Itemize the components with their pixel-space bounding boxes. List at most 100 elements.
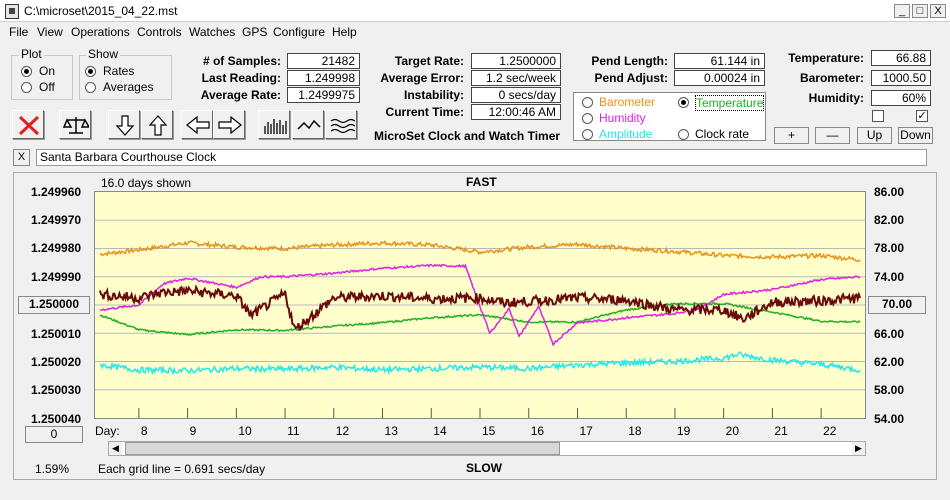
menu-operations[interactable]: Operations (71, 25, 130, 39)
right-checkbox[interactable]: ✓ (916, 110, 928, 122)
menu-bar: File View Operations Controls Watches GP… (0, 23, 950, 42)
y-left-tick: 1.249970 (31, 213, 82, 227)
humidity-radio[interactable] (582, 113, 593, 124)
x-tick-label: 13 (384, 424, 398, 438)
plus-button[interactable]: + (774, 127, 809, 144)
arrow-right-icon (218, 115, 242, 135)
minus-button[interactable]: — (815, 127, 850, 144)
move-down-button[interactable] (108, 110, 140, 139)
horizontal-scrollbar[interactable]: ◀ ▶ (108, 441, 866, 456)
left-checkbox[interactable] (872, 110, 884, 122)
line-view-button[interactable] (292, 110, 324, 139)
show-rates-label: Rates (103, 64, 135, 78)
x-tick-label: 21 (774, 424, 788, 438)
bar-view-button[interactable] (258, 110, 290, 139)
y-right-tick: 74.00 (874, 270, 905, 284)
temperature-label: Temperature (695, 95, 765, 111)
down-button[interactable]: Down (898, 127, 933, 144)
amplitude-radio[interactable] (582, 129, 593, 140)
app-icon (5, 4, 19, 19)
humidity-field-value: 60% (871, 90, 931, 106)
humidity-label: Humidity (599, 111, 646, 125)
instability-value: 0 secs/day (471, 87, 561, 103)
window-title: C:\microset\2015_04_22.mst (24, 4, 178, 18)
arrow-left-icon (186, 115, 210, 135)
chart-canvas (95, 219, 865, 418)
comment-input[interactable]: Santa Barbara Courthouse Clock (36, 149, 927, 166)
menu-watches[interactable]: Watches (189, 25, 236, 39)
menu-gps[interactable]: GPS (242, 25, 268, 39)
pend-adjust-label: Pend Adjust: (594, 71, 668, 85)
y-left-tick: 1.250020 (31, 355, 82, 369)
show-group (79, 55, 172, 100)
pend-adjust-value: 0.00024 in (674, 70, 765, 86)
clock-rate-radio[interactable] (678, 129, 689, 140)
smooth-view-button[interactable] (325, 110, 357, 139)
plot-panel (13, 172, 937, 480)
current-time-label: Current Time: (385, 105, 464, 119)
x-tick-label: 8 (140, 424, 148, 438)
target-rate-label: Target Rate: (394, 54, 464, 68)
y-left-tick: 1.249960 (31, 185, 82, 199)
scroll-left-icon[interactable]: ◀ (109, 442, 122, 455)
x-tick-label: 14 (433, 424, 447, 438)
line-wave-icon (297, 119, 321, 130)
day-axis-label: Day: (95, 424, 120, 438)
menu-controls[interactable]: Controls (137, 25, 182, 39)
last-reading-value: 1.249998 (287, 70, 360, 86)
show-rates-radio[interactable] (85, 66, 96, 77)
average-error-label: Average Error: (380, 71, 464, 85)
days-shown-label: 16.0 days shown (101, 176, 192, 190)
temperature-field-value: 66.88 (871, 50, 931, 66)
move-right-button[interactable] (213, 110, 245, 139)
average-rate-label: Average Rate: (200, 88, 281, 102)
grid-note: Each grid line = 0.691 secs/day (98, 462, 266, 476)
maximize-button[interactable]: □ (912, 4, 928, 18)
left-value-button[interactable]: 1.250000 (18, 296, 90, 314)
menu-configure[interactable]: Configure (273, 25, 326, 39)
y-right-tick: 62.00 (874, 355, 905, 369)
up-button[interactable]: Up (857, 127, 892, 144)
move-left-button[interactable] (181, 110, 213, 139)
plot-off-radio[interactable] (21, 82, 32, 93)
barometer-field-value: 1000.50 (871, 70, 931, 86)
scroll-thumb[interactable] (125, 442, 560, 455)
temperature-radio[interactable] (678, 97, 689, 108)
triple-wave-icon (330, 118, 355, 134)
y-left-tick: 1.250010 (31, 327, 82, 341)
x-tick-label: 17 (579, 424, 593, 438)
balance-button[interactable] (59, 110, 91, 139)
show-averages-radio[interactable] (85, 82, 96, 93)
last-reading-label: Last Reading: (201, 71, 281, 85)
menu-view[interactable]: View (37, 25, 63, 39)
bottom-left-value-button[interactable]: 0 (25, 426, 83, 443)
samples-label: # of Samples: (202, 54, 281, 68)
red-x-icon (18, 115, 40, 136)
clock-rate-label: Clock rate (695, 127, 750, 141)
arrow-up-icon (148, 115, 168, 136)
series-line-barometer (99, 239, 861, 262)
humidity-field-label: Humidity: (808, 91, 864, 105)
move-up-button[interactable] (141, 110, 173, 139)
plot-on-label: On (39, 64, 56, 78)
plot-on-radio[interactable] (21, 66, 32, 77)
average-rate-value: 1.2499975 (287, 87, 360, 103)
amplitude-label: Amplitude (599, 127, 653, 141)
close-window-button[interactable]: X (930, 4, 946, 18)
right-value-button[interactable]: 70.00 (868, 296, 926, 314)
menu-file[interactable]: File (9, 25, 29, 39)
series-selector (573, 92, 766, 141)
series-line-amplitude (99, 351, 861, 376)
scroll-right-icon[interactable]: ▶ (852, 442, 865, 455)
show-averages-label: Averages (103, 80, 154, 94)
target-rate-value: 1.2500000 (471, 53, 561, 69)
barometer-radio[interactable] (582, 97, 593, 108)
comment-close-button[interactable]: X (13, 149, 30, 166)
x-tick-label: 18 (628, 424, 642, 438)
y-left-tick: 1.249990 (31, 270, 82, 284)
plot-area (94, 191, 866, 419)
instability-label: Instability: (403, 88, 464, 102)
clear-button[interactable] (12, 110, 44, 139)
minimize-button[interactable]: _ (894, 4, 910, 18)
menu-help[interactable]: Help (332, 25, 357, 39)
